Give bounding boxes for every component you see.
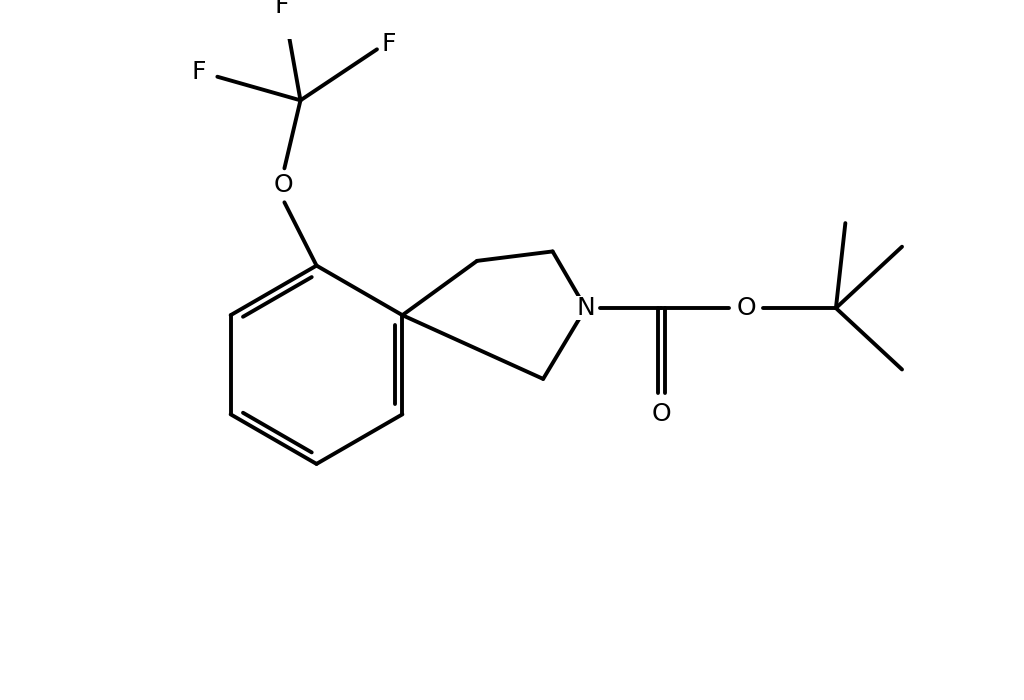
Text: F: F	[274, 0, 289, 18]
Text: O: O	[273, 174, 293, 197]
Text: O: O	[651, 402, 671, 426]
Text: F: F	[191, 60, 206, 84]
Text: N: N	[577, 296, 595, 320]
Text: O: O	[736, 296, 756, 320]
Text: F: F	[382, 32, 396, 56]
